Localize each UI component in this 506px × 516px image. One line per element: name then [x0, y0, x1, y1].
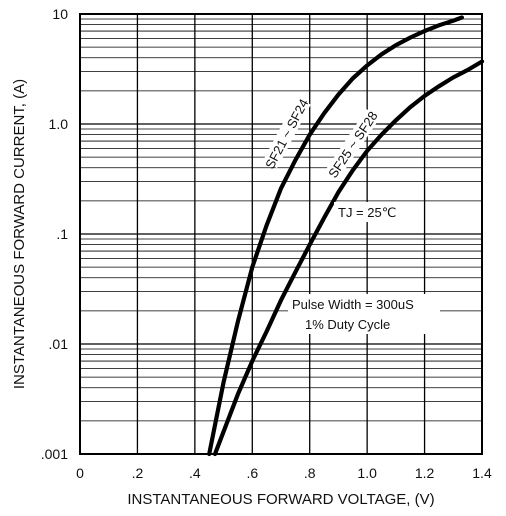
- plot-frame: [79, 13, 483, 455]
- x-axis-label: INSTANTANEOUS FORWARD VOLTAGE, (V): [127, 491, 434, 508]
- x-tick-label: 0: [76, 465, 84, 481]
- pulse-width-annotation: Pulse Width = 300uS: [292, 297, 414, 312]
- y-tick-label: .1: [56, 226, 68, 242]
- tj-label-bg: [334, 202, 416, 222]
- series-sf21-sf24-line: [207, 15, 464, 457]
- y-tick-label: .001: [41, 446, 68, 462]
- x-tick-label: .4: [189, 465, 201, 481]
- x-tick-label: .8: [304, 465, 316, 481]
- y-tick-label: 10: [52, 6, 68, 22]
- x-tick-label: .6: [246, 465, 258, 481]
- pulse-label-bg: [288, 294, 440, 334]
- duty-cycle-annotation: 1% Duty Cycle: [305, 317, 390, 332]
- y-axis-label: INSTANTANEOUS FORWARD CURRENT, (A): [11, 79, 28, 389]
- y-tick-labels: .001 .01 .1 1.0 10: [41, 6, 68, 462]
- y-tick-label: .01: [49, 336, 69, 352]
- x-tick-label: 1.4: [472, 465, 492, 481]
- svg-text:SF21 ~ SF24: SF21 ~ SF24: [262, 96, 311, 171]
- curves: [207, 15, 485, 457]
- grid: [80, 14, 482, 455]
- tj-annotation: TJ = 25℃: [338, 205, 396, 220]
- y-tick-label: 1.0: [49, 116, 69, 132]
- x-tick-label: 1.2: [415, 465, 435, 481]
- series-sf25-sf28-line: [212, 59, 485, 457]
- curve-label-sf21-sf24: SF21 ~ SF24: [262, 96, 311, 171]
- x-tick-label: 1.0: [357, 465, 377, 481]
- x-tick-labels: 0 .2 .4 .6 .8 1.0 1.2 1.4: [76, 465, 492, 481]
- x-tick-label: .2: [132, 465, 144, 481]
